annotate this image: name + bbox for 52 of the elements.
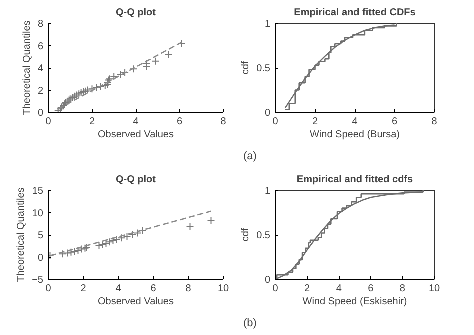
x-axis-title: Wind Speed (Bursa) bbox=[310, 130, 400, 140]
x-tick-label: 8 bbox=[400, 284, 406, 294]
y-tick-label: 2 bbox=[38, 86, 44, 97]
y-tick-label: −5 bbox=[32, 275, 44, 286]
x-tick-label: 6 bbox=[150, 284, 157, 294]
y-tick-label: 15 bbox=[32, 186, 44, 197]
y-axis-title: cdf bbox=[240, 228, 252, 242]
y-tick-label: 0.5 bbox=[256, 230, 271, 242]
x-tick-label: 6 bbox=[368, 284, 374, 294]
y-axis-title: Theoretical Quantiles bbox=[22, 20, 33, 116]
x-tick-label: 6 bbox=[176, 116, 183, 128]
x-tick-label: 2 bbox=[304, 284, 311, 294]
x-tick-label: 2 bbox=[80, 284, 87, 294]
y-tick-label: 4 bbox=[38, 64, 44, 74]
x-tick-label: 0 bbox=[272, 284, 279, 294]
x-tick-label: 4 bbox=[336, 284, 342, 294]
chart-title: Empirical and fitted CDFs bbox=[294, 8, 416, 18]
y-tick-label: 0 bbox=[38, 108, 44, 119]
y-tick-label: 1 bbox=[264, 186, 271, 197]
x-tick-label: 10 bbox=[218, 284, 230, 294]
y-tick-label: 6 bbox=[38, 41, 44, 52]
y-tick-label: 0 bbox=[38, 252, 44, 264]
x-tick-label: 4 bbox=[352, 116, 358, 128]
y-tick-label: 0.5 bbox=[256, 64, 271, 74]
text: (b) bbox=[244, 318, 257, 330]
y-tick-label: 0 bbox=[264, 275, 271, 286]
x-tick-label: 2 bbox=[89, 116, 96, 128]
chart-title: Empirical and fitted cdfs bbox=[296, 174, 414, 186]
x-tick-label: 2 bbox=[312, 116, 318, 128]
chart-title: Q-Q plot bbox=[116, 8, 157, 18]
x-tick-label: 8 bbox=[186, 284, 192, 294]
x-tick-label: 8 bbox=[432, 116, 438, 128]
x-tick-label: 0 bbox=[272, 116, 279, 128]
y-axis-title: Theoretical Quantiles bbox=[16, 188, 28, 282]
y-tick-label: 8 bbox=[38, 19, 44, 30]
y-tick-label: 10 bbox=[32, 208, 44, 220]
x-axis-title: Observed Values bbox=[98, 130, 174, 140]
x-tick-label: 10 bbox=[428, 284, 440, 294]
x-tick-label: 4 bbox=[116, 284, 122, 294]
y-tick-label: 1 bbox=[264, 19, 271, 30]
text: (a) bbox=[244, 150, 257, 162]
chart-title: Q-Q plot bbox=[116, 174, 157, 186]
x-tick-label: 0 bbox=[46, 116, 52, 128]
x-tick-label: 4 bbox=[133, 116, 140, 128]
x-tick-label: 6 bbox=[392, 116, 398, 128]
x-axis-title: Observed Values bbox=[98, 296, 174, 308]
x-tick-label: 0 bbox=[46, 284, 52, 294]
y-tick-label: 0 bbox=[264, 108, 271, 119]
y-tick-label: 5 bbox=[38, 230, 44, 242]
y-axis-title: cdf bbox=[240, 61, 252, 75]
x-axis-title: Wind Speed (Eskisehir) bbox=[302, 296, 408, 308]
x-tick-label: 8 bbox=[220, 116, 227, 128]
